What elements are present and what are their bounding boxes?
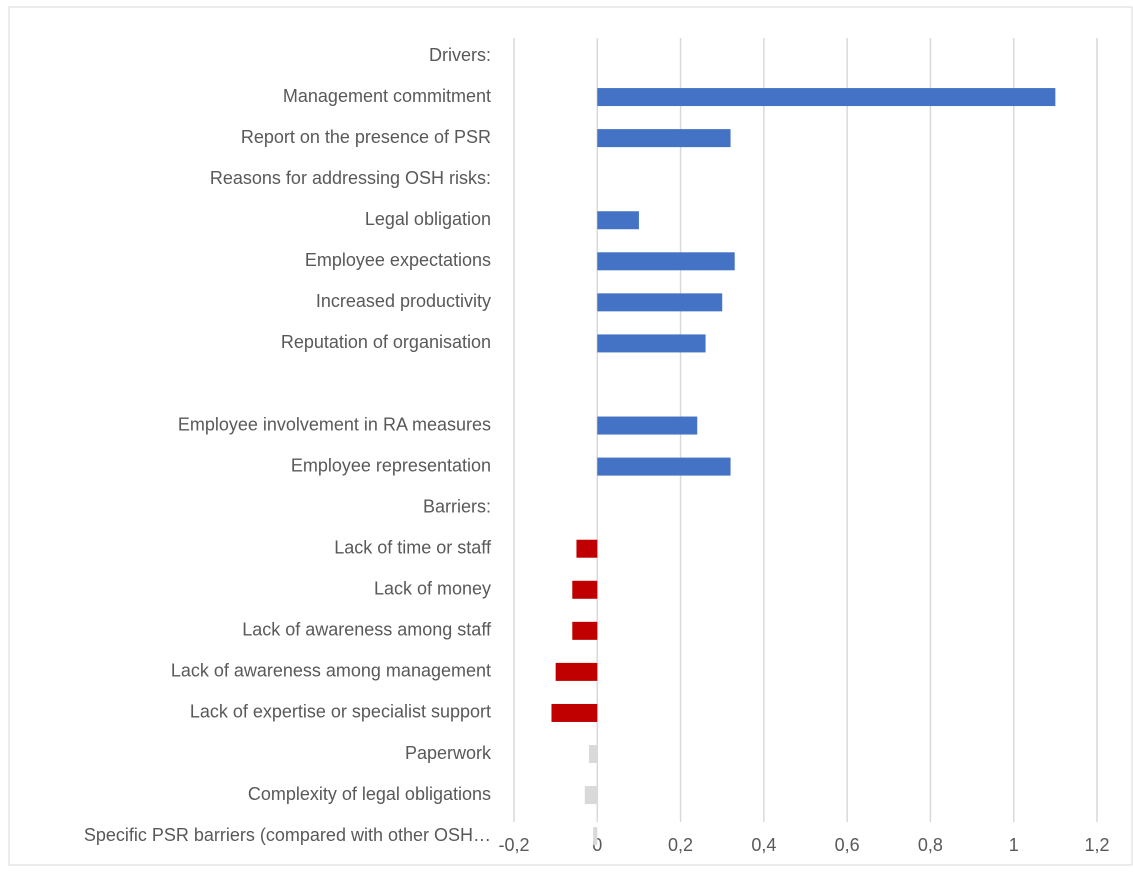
- bar: [597, 334, 706, 353]
- x-tick-label: 1,2: [1084, 835, 1109, 855]
- y-tick-label: Lack of time or staff: [334, 537, 492, 557]
- x-tick-label: 0,8: [918, 835, 943, 855]
- y-tick-label: Legal obligation: [365, 209, 491, 229]
- x-tick-label: 0,4: [751, 835, 776, 855]
- y-tick-label: Management commitment: [283, 86, 491, 106]
- y-tick-label: Increased productivity: [316, 291, 491, 311]
- bar: [597, 293, 723, 312]
- bar: [576, 539, 598, 558]
- y-tick-label: Lack of expertise or specialist support: [190, 702, 491, 722]
- y-tick-label: Barriers:: [423, 496, 491, 516]
- bar: [572, 621, 598, 640]
- bar: [588, 745, 598, 764]
- bar: [593, 827, 598, 846]
- bar: [551, 703, 598, 722]
- y-tick-label: Reasons for addressing OSH risks:: [210, 168, 491, 188]
- bar: [584, 786, 598, 805]
- bar: [597, 252, 735, 271]
- y-tick-label: Report on the presence of PSR: [241, 127, 491, 147]
- chart-frame: [8, 6, 1133, 866]
- y-tick-label: Specific PSR barriers (compared with oth…: [84, 825, 491, 845]
- bar: [555, 662, 598, 681]
- x-tick-label: -0,2: [498, 835, 529, 855]
- y-tick-label: Paperwork: [405, 743, 492, 763]
- y-tick-label: Employee involvement in RA measures: [178, 414, 491, 434]
- bar: [597, 129, 731, 148]
- y-tick-label: Lack of awareness among management: [171, 661, 491, 681]
- y-tick-label: Employee representation: [291, 455, 491, 475]
- bar: [597, 457, 731, 476]
- y-tick-label: Drivers:: [429, 45, 491, 65]
- x-tick-label: 0,2: [668, 835, 693, 855]
- bar: [597, 211, 639, 230]
- bar: [597, 416, 698, 435]
- y-tick-label: Lack of awareness among staff: [242, 620, 492, 640]
- x-tick-label: 0,6: [835, 835, 860, 855]
- y-tick-label: Reputation of organisation: [281, 332, 491, 352]
- y-tick-label: Employee expectations: [305, 250, 491, 270]
- bar: [572, 580, 598, 599]
- bar: [597, 88, 1056, 107]
- x-tick-label: 1: [1009, 835, 1019, 855]
- y-tick-label: Lack of money: [374, 579, 491, 599]
- y-tick-label: Complexity of legal obligations: [248, 784, 491, 804]
